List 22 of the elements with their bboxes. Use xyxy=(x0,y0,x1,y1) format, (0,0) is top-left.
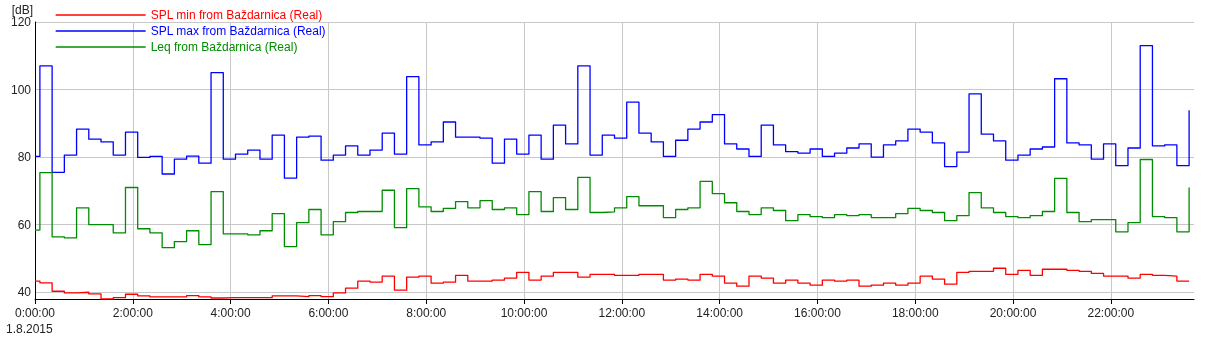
x-tick-label: 12:00:00 xyxy=(598,306,646,320)
y-tick-label: 100 xyxy=(10,82,32,97)
y-tick-label: 40 xyxy=(17,285,32,300)
x-tick-label: 14:00:00 xyxy=(696,306,744,320)
text: SPL max from Baždarnica (Real) xyxy=(150,24,326,38)
x-tick-label: 22:00:00 xyxy=(1087,306,1135,320)
x-tick-label: 4:00:00 xyxy=(210,306,251,320)
y-tick-label: 120 xyxy=(10,15,32,29)
text: Leq from Baždarnica (Real) xyxy=(150,40,298,54)
x-tick-label: 20:00:00 xyxy=(989,306,1037,320)
y-axis-title: [dB] xyxy=(11,3,33,18)
x-tick-label: 16:00:00 xyxy=(794,306,842,320)
x-tick-label: 2:00:00 xyxy=(112,306,154,320)
text: 1.8.2015 xyxy=(6,322,54,336)
x-tick-label: 8:00:00 xyxy=(406,306,447,320)
x-tick-label: 18:00:00 xyxy=(891,306,939,320)
x-tick-label: 10:00:00 xyxy=(500,306,548,320)
x-tick-label: 0:00:00 xyxy=(14,306,56,320)
y-tick-label: 80 xyxy=(17,150,32,165)
y-tick-label: 60 xyxy=(17,217,32,232)
x-tick-label: 6:00:00 xyxy=(308,306,349,320)
text: SPL min from Baždarnica (Real) xyxy=(150,8,323,22)
